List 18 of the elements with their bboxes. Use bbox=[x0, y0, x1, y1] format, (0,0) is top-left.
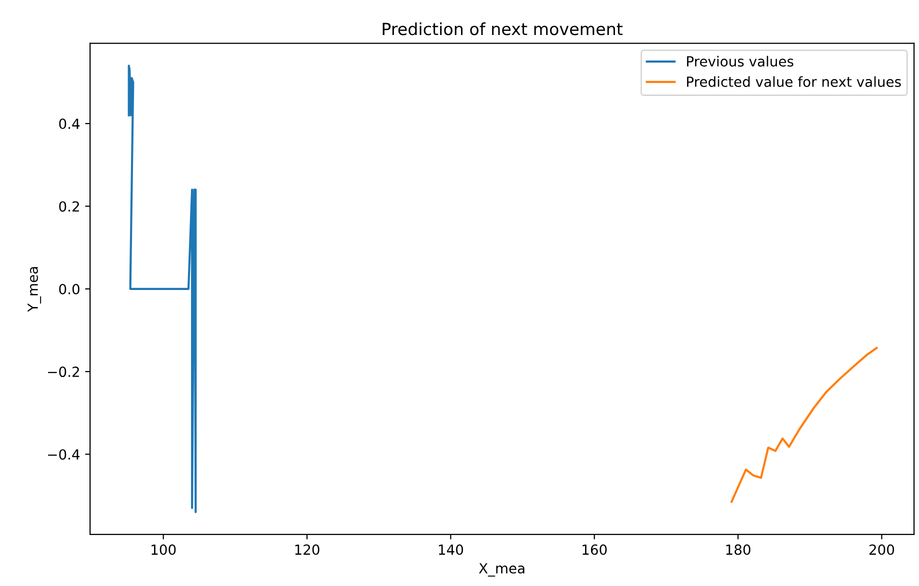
y-tick-label: −0.4 bbox=[48, 449, 80, 460]
x-tick-label: 200 bbox=[869, 544, 894, 555]
x-tick-label: 180 bbox=[726, 544, 750, 555]
y-tick-label: 0.4 bbox=[59, 118, 80, 130]
y-tick-label: 0.0 bbox=[59, 284, 80, 294]
x-tick-label: 100 bbox=[152, 544, 176, 555]
chart-title: Prediction of next movement bbox=[382, 22, 623, 36]
legend-label: Predicted value for next values bbox=[687, 76, 901, 87]
x-tick-label: 160 bbox=[582, 544, 607, 555]
x-tick-label: 140 bbox=[438, 544, 464, 555]
y-tick-label: −0.2 bbox=[48, 366, 79, 378]
line-series bbox=[730, 346, 878, 503]
line-series bbox=[128, 64, 197, 514]
y-tick-label: 0.2 bbox=[59, 201, 79, 212]
x-axis-title: X_mea bbox=[478, 563, 524, 577]
legend-label: Previous values bbox=[687, 56, 794, 67]
y-axis-title: Y_mea bbox=[28, 267, 42, 312]
x-tick-label: 120 bbox=[295, 544, 320, 555]
